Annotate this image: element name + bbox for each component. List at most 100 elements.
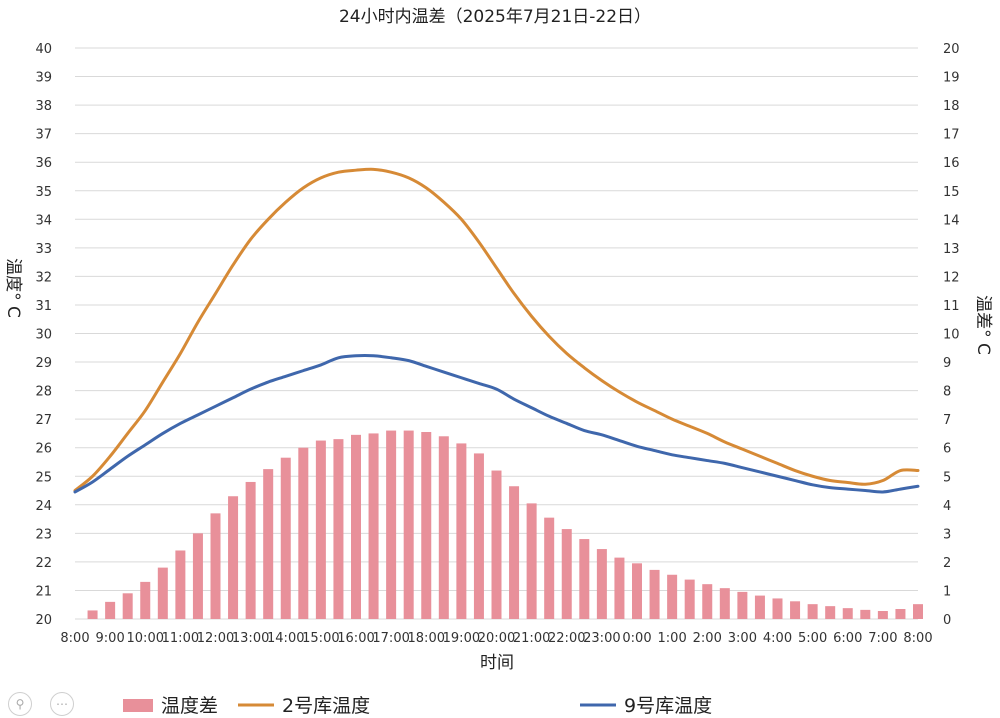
x-tick-label: 13:00: [232, 631, 269, 646]
legend-swatch-bar: [123, 699, 153, 712]
y-axis-left-title: 温度° C: [3, 258, 23, 318]
bar-temp-diff: [386, 430, 397, 619]
bar-temp-diff: [473, 453, 484, 619]
y-right-tick-label: 6: [943, 442, 951, 457]
y-right-tick-label: 11: [943, 299, 960, 314]
y-right-tick-label: 17: [943, 128, 960, 143]
bar-temp-diff: [825, 606, 836, 619]
x-tick-label: 6:00: [833, 631, 862, 646]
bar-temp-diff: [263, 469, 274, 619]
y-right-tick-label: 16: [943, 156, 960, 171]
x-tick-label: 10:00: [127, 631, 164, 646]
y-left-tick-label: 22: [35, 556, 52, 571]
bar-temp-diff: [192, 533, 203, 619]
line-warehouse-2-temp: [73, 167, 920, 493]
y-left-tick-label: 33: [35, 242, 52, 257]
legend: 温度差 2号库温度 9号库温度: [123, 695, 712, 717]
x-tick-label: 1:00: [658, 631, 687, 646]
bar-temp-diff: [544, 517, 555, 619]
bar-temp-diff: [667, 574, 678, 619]
y-right-tick-label: 1: [943, 584, 951, 599]
y-left-tick-label: 20: [35, 613, 52, 628]
bar-temp-diff: [368, 433, 379, 619]
y-right-tick-label: 19: [943, 71, 960, 86]
bar-temp-diff: [315, 440, 326, 619]
y-right-tick-label: 15: [943, 185, 960, 200]
chart-title: 24小时内温差（2025年7月21日-22日）: [339, 7, 651, 27]
x-axis-title: 时间: [480, 653, 514, 673]
line-warehouse-9-temp: [73, 354, 920, 494]
bar-temp-diff: [737, 591, 748, 619]
y-left-tick-label: 35: [35, 185, 52, 200]
legend-label: 9号库温度: [624, 695, 712, 717]
bar-temp-diff: [842, 608, 853, 619]
x-tick-label: 8:00: [60, 631, 89, 646]
bar-temp-diff: [456, 443, 467, 619]
legend-label: 温度差: [161, 695, 218, 717]
y-right-tick-label: 2: [943, 556, 951, 571]
bar-temp-diff: [632, 563, 642, 619]
y-left-tick-label: 32: [35, 270, 52, 285]
bar-temp-diff: [526, 503, 537, 619]
bar-temp-diff: [105, 601, 116, 619]
bar-temp-diff: [860, 609, 871, 619]
y-left-tick-label: 39: [35, 71, 52, 86]
bar-temp-diff: [579, 539, 590, 619]
bar-temp-diff: [175, 550, 186, 619]
y-left-tick-label: 24: [35, 499, 52, 514]
y-left-tick-label: 26: [35, 442, 52, 457]
y-right-tick-label: 20: [943, 42, 960, 57]
x-tick-label: 16:00: [337, 631, 374, 646]
bar-temp-diff: [790, 601, 801, 619]
x-tick-label: 15:00: [302, 631, 339, 646]
y-left-tick-label: 36: [35, 156, 52, 171]
bar-temp-diff: [509, 486, 520, 619]
bar-temp-diff: [87, 610, 98, 619]
x-axis-ticks: 8:00 9:00 10:0011:0012:0013:0014:0015:0016…: [60, 631, 932, 646]
bar-temp-diff: [877, 611, 888, 619]
x-tick-label: 12:00: [197, 631, 234, 646]
bar-temp-diff: [684, 579, 695, 619]
zoom-icon[interactable]: ⚲: [8, 692, 32, 716]
y-left-tick-label: 34: [35, 213, 52, 228]
bar-series-temp-diff: [87, 430, 923, 619]
x-tick-label: 22:00: [548, 631, 585, 646]
x-tick-label: 4:00: [763, 631, 792, 646]
x-tick-label: 19:00: [443, 631, 480, 646]
bar-temp-diff: [772, 598, 783, 619]
bar-temp-diff: [210, 513, 221, 619]
y-right-tick-label: 12: [943, 270, 960, 285]
x-tick-label: 17:00: [372, 631, 409, 646]
x-tick-label: 21:00: [513, 631, 550, 646]
y-right-tick-label: 9: [943, 356, 951, 371]
bar-temp-diff: [596, 549, 607, 619]
bar-temp-diff: [438, 436, 449, 619]
y-right-tick-label: 13: [943, 242, 960, 257]
x-tick-label: 3:00: [728, 631, 757, 646]
grid-lines: [75, 47, 918, 620]
y-right-tick-label: 10: [943, 328, 960, 343]
bar-temp-diff: [754, 595, 765, 619]
y-right-tick-label: 18: [943, 99, 960, 114]
x-tick-label: 18:00: [408, 631, 445, 646]
bar-temp-diff: [491, 470, 502, 619]
bar-temp-diff: [351, 434, 361, 619]
bar-temp-diff: [614, 557, 625, 619]
y-left-tick-label: 25: [35, 470, 52, 485]
bar-temp-diff: [280, 457, 291, 619]
x-tick-label: 20:00: [478, 631, 515, 646]
bar-temp-diff: [421, 431, 432, 619]
y-left-tick-label: 27: [35, 413, 52, 428]
left-axis-ticks: 20 21 22 23 24 25 26 27 28 29 30 31 32 33 34 35 36 37 38 39…: [35, 42, 52, 628]
more-icon[interactable]: ⋯: [50, 692, 74, 716]
y-left-tick-label: 31: [35, 299, 52, 314]
y-left-tick-label: 23: [35, 527, 52, 542]
bar-temp-diff: [228, 496, 239, 619]
x-tick-label: 11:00: [162, 631, 199, 646]
bar-temp-diff: [913, 604, 923, 619]
bar-temp-diff: [895, 609, 906, 619]
x-tick-label: 0:00: [622, 631, 651, 646]
x-tick-label: 9:00: [96, 631, 125, 646]
